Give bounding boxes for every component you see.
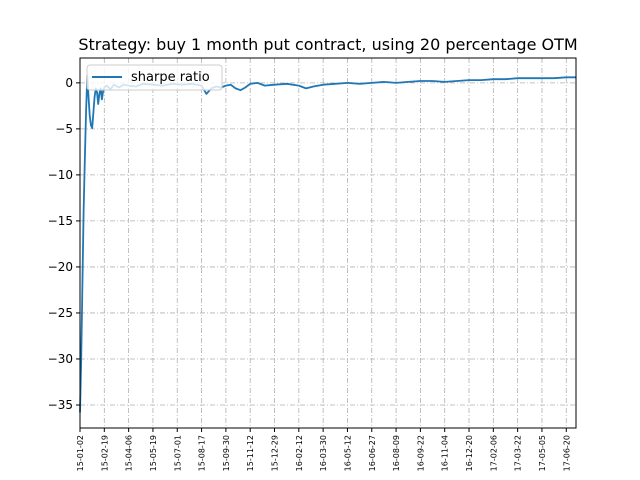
x-tick-label: 16-12-20 [465,435,474,471]
x-tick-label: 15-12-29 [271,435,280,471]
x-tick-label: 16-03-30 [319,435,328,471]
x-tick-label: 15-09-30 [222,435,231,471]
y-tick-label: 0 [65,76,73,90]
x-axis: 15-01-02 15-02-19 15-04-06 15-05-19 15-07-01… [76,428,571,471]
x-tick-label: 16-11-04 [441,435,450,471]
x-tick-label: 16-05-12 [343,435,352,471]
legend-box [86,64,223,91]
y-axis: 0 −5 −10 −15 −20 −25 −30 −35 [48,76,80,412]
y-tick-label: −10 [48,168,73,182]
chart-title: Strategy: buy 1 month put contract, usin… [78,35,577,54]
x-tick-label: 15-05-19 [149,435,158,471]
y-tick-label: −15 [48,214,73,228]
x-tick-label: 15-08-17 [198,435,207,471]
x-tick-label: 17-05-05 [538,435,547,471]
x-tick-label: 17-02-06 [489,435,498,471]
x-tick-label: 15-02-19 [100,435,109,471]
plot-frame [79,57,577,429]
x-tick-label: 16-09-22 [416,435,425,471]
y-tick-label: −35 [48,398,73,412]
y-tick-label: −25 [48,306,73,320]
x-tick-label: 16-02-12 [295,435,304,471]
y-tick-label: −20 [48,260,73,274]
x-tick-label: 17-03-22 [514,435,523,471]
x-tick-label: 17-06-20 [562,435,571,471]
x-tick-label: 16-08-09 [392,435,401,471]
x-tick-label: 15-07-01 [173,435,182,471]
legend-label: sharpe ratio [131,70,210,85]
y-tick-label: −30 [48,352,73,366]
legend: sharpe ratio [86,64,223,91]
y-tick-label: −5 [55,122,73,136]
x-tick-label: 15-01-02 [76,435,85,471]
x-tick-label: 15-04-06 [125,435,134,471]
x-tick-label: 16-06-27 [368,435,377,471]
x-tick-label: 15-11-12 [246,435,255,471]
